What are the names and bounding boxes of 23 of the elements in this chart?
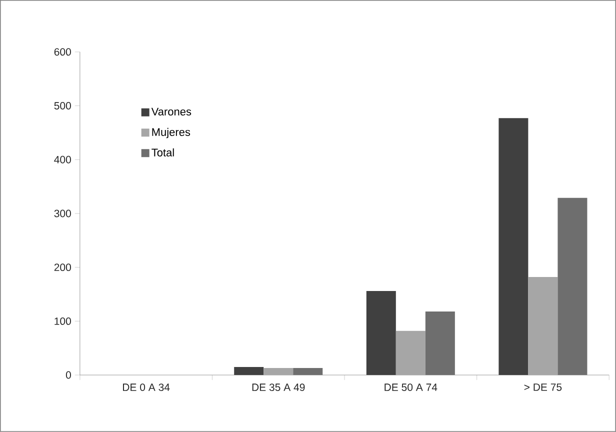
bar <box>396 330 426 376</box>
legend-label: Total <box>152 148 174 156</box>
legend-label: Varones <box>151 108 192 116</box>
legend-label: Mujeres <box>152 128 190 138</box>
bar <box>264 368 294 376</box>
bar <box>425 312 455 376</box>
y-tick-label: 600 <box>54 48 71 56</box>
bar <box>498 118 528 376</box>
y-tick-label: 300 <box>54 210 71 218</box>
x-tick-label: DE 0 A 34 <box>123 384 170 392</box>
y-tick-label: 400 <box>54 156 71 164</box>
x-tick-label: DE 50 A 74 <box>384 384 438 392</box>
bar <box>234 366 264 376</box>
bar <box>366 291 396 376</box>
y-tick-label: 100 <box>54 317 71 325</box>
bar <box>558 198 588 376</box>
x-tick-label: > DE 75 <box>524 384 562 391</box>
x-tick-label: DE 35 A 49 <box>252 384 305 392</box>
bar <box>528 277 558 376</box>
y-tick-label: 0 <box>66 371 71 379</box>
bar <box>293 368 323 376</box>
y-tick-label: 200 <box>54 264 71 272</box>
y-tick-label: 500 <box>54 102 71 110</box>
